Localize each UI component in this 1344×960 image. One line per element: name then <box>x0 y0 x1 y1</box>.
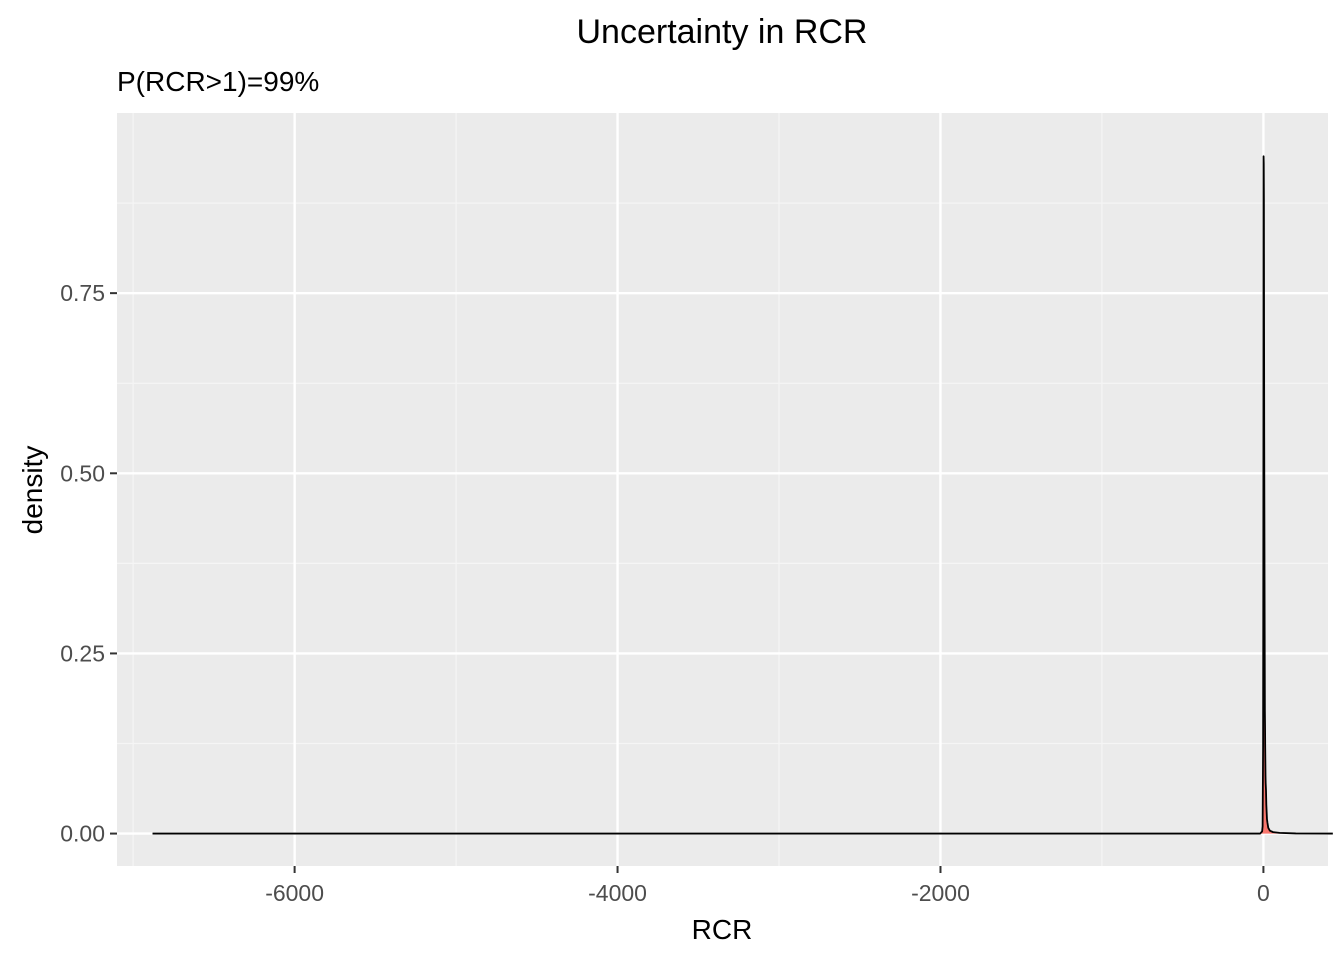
y-tick-label: 0.00 <box>60 821 105 847</box>
x-tick-label: -6000 <box>265 880 324 906</box>
x-tick-label: 0 <box>1257 880 1270 906</box>
density-line-0 <box>152 155 1333 835</box>
x-axis: -6000 -4000 -2000 0 <box>265 866 1270 906</box>
x-axis-title: RCR <box>692 914 753 945</box>
chart-subtitle: P(RCR>1)=99% <box>117 66 319 97</box>
y-tick-label: 0.25 <box>60 640 105 666</box>
x-tick-label: -2000 <box>911 880 970 906</box>
y-axis: 0.00 0.25 0.50 0.75 <box>60 280 117 847</box>
y-tick-label: 0.50 <box>60 460 105 486</box>
grid-minor <box>117 113 1328 866</box>
y-tick-label: 0.75 <box>60 280 105 306</box>
series-layer <box>152 155 1333 835</box>
plot-panel <box>117 113 1328 866</box>
x-tick-label: -4000 <box>588 880 647 906</box>
y-axis-title: density <box>17 446 48 535</box>
chart-title: Uncertainty in RCR <box>577 13 868 51</box>
